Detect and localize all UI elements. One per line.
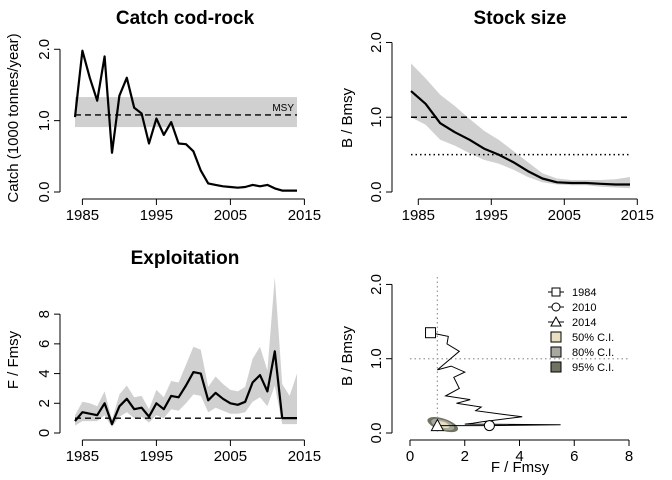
y-tick-label: 0 (36, 429, 53, 437)
legend-label: 50% C.I. (572, 332, 614, 344)
y-tick-label: 4 (36, 369, 53, 377)
panel-exploitation: Exploitation F / Fmsy 1985 1995 2005 2015 0 2… (5, 248, 321, 465)
plot-layer: 1985 1995 2005 2015 0.0 1.0 2.0 (368, 32, 654, 224)
marker-2010 (483, 420, 495, 432)
legend-square-icon (551, 287, 561, 297)
stock-confidence-band (411, 63, 630, 189)
y-tick-label: 6 (36, 340, 53, 348)
msy-confidence-band (75, 97, 297, 128)
x-axis-label: F / Fmsy (491, 459, 550, 476)
x-tick-label: 1995 (140, 207, 173, 224)
chart-title: Stock size (474, 8, 567, 29)
panel-stock: Stock size B / Bmsy 1985 1995 2005 20150.01… (339, 8, 654, 224)
x-tick-label: 2015 (621, 207, 654, 224)
legend-swatch (550, 361, 562, 373)
x-tick-label: 1995 (140, 448, 173, 465)
x-tick-label: 6 (570, 448, 578, 465)
stock-series-line (410, 90, 630, 186)
x-tick-label: 2005 (214, 207, 247, 224)
y-axis-label: Catch (1000 tonnes/year) (5, 33, 22, 202)
y-axis-label: B / Bmsy (339, 326, 356, 387)
legend-label: 1984 (572, 287, 596, 299)
x-tick-label: 2005 (548, 207, 581, 224)
plot-layer: 0 2 4 6 8 0.0 1.0 2.0 1984 2010 2014 50% C.I. 80% C.… (368, 274, 633, 465)
exploitation-confidence-band (75, 277, 297, 428)
y-tick-label: 2.0 (368, 274, 385, 295)
legend-label: 2014 (572, 317, 596, 329)
y-tick-label: 0.0 (36, 182, 53, 203)
panel-catch: Catch cod-rock Catch (1000 tonnes/year) … (5, 8, 321, 224)
y-tick-label: 0.0 (368, 423, 385, 444)
exploitation-series-line (74, 350, 297, 426)
chart-title: Catch cod-rock (116, 8, 255, 29)
x-tick-label: 1985 (66, 448, 99, 465)
legend-swatch (550, 346, 562, 358)
y-axis-label: B / Bmsy (339, 88, 356, 149)
panel-kobe: B / Bmsy F / Fmsy 0 2 4 6 8 0.0 1.0 2.0 1984 2010… (339, 274, 633, 476)
legend-circle-icon (551, 302, 561, 312)
x-tick-label: 4 (515, 448, 523, 465)
x-tick-label: 1985 (66, 207, 99, 224)
legend-swatch (550, 331, 562, 343)
y-tick-label: 2.0 (368, 32, 385, 53)
y-tick-label: 2.0 (36, 39, 53, 60)
x-tick-label: 1985 (402, 207, 435, 224)
legend-label: 80% C.I. (572, 347, 614, 359)
y-tick-label: 1.0 (368, 348, 385, 369)
x-tick-label: 8 (625, 448, 633, 465)
x-tick-label: 2015 (288, 448, 321, 465)
chart-title: Exploitation (131, 248, 240, 269)
marker-2014 (430, 418, 445, 432)
kobe-trajectory-line (430, 332, 561, 427)
x-tick-label: 2 (461, 448, 469, 465)
marker-1984 (425, 327, 437, 339)
plot-layer: MSY 1985 1995 2005 2015 0.0 1.0 2.0 (36, 39, 321, 224)
legend-label: 2010 (572, 302, 596, 314)
y-axis-label: F / Fmsy (5, 330, 22, 389)
y-tick-label: 2 (36, 399, 53, 407)
y-tick-label: 1.0 (36, 110, 53, 131)
msy-label: MSY (272, 103, 294, 114)
legend-triangle-icon (550, 315, 562, 327)
legend-label: 95% C.I. (572, 362, 614, 374)
y-tick-label: 8 (36, 310, 53, 318)
y-tick-label: 1.0 (368, 107, 385, 128)
x-tick-label: 0 (406, 448, 414, 465)
plot-layer: 1985 1995 2005 2015 0 2 4 6 8 (36, 277, 321, 465)
x-tick-label: 2005 (214, 448, 247, 465)
y-tick-label: 0.0 (368, 182, 385, 203)
x-tick-label: 1995 (475, 207, 508, 224)
legend: 1984 2010 2014 50% C.I. 80% C.I. 95% C.I. (548, 287, 614, 374)
x-tick-label: 2015 (288, 207, 321, 224)
